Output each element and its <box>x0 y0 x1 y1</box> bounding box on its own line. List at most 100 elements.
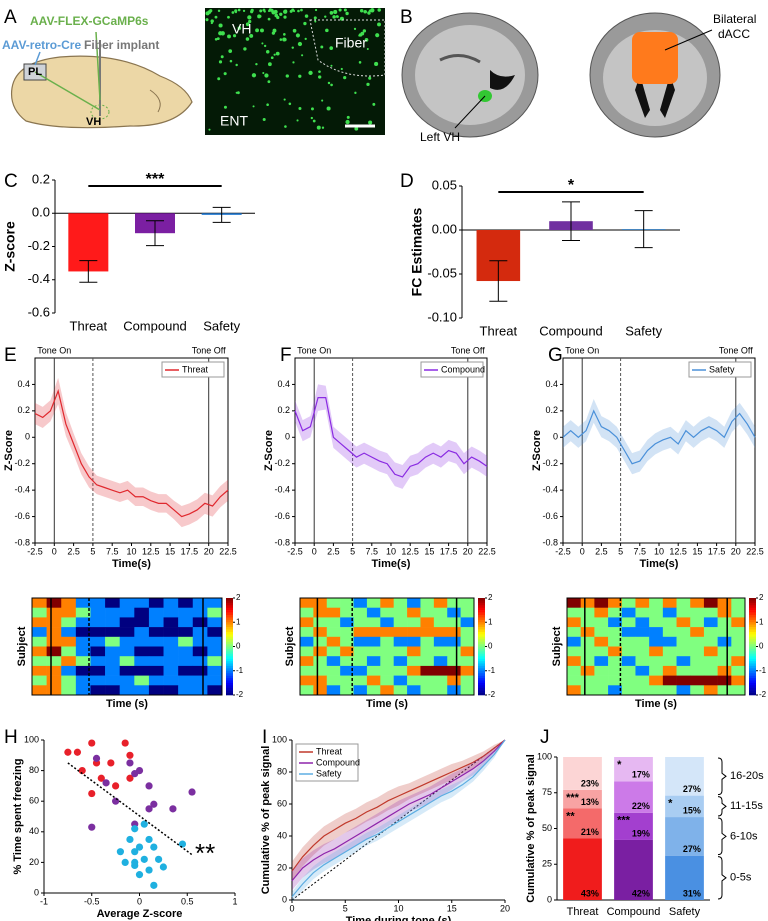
error-bar <box>634 210 653 249</box>
cell <box>247 15 252 20</box>
heat-cell <box>340 685 354 696</box>
cell <box>284 125 287 128</box>
heat-cell <box>407 675 421 686</box>
heat-cell <box>393 675 408 686</box>
heat-cell <box>676 636 691 647</box>
heat-cell <box>192 685 208 696</box>
x-tick-label: 20 <box>463 546 473 556</box>
heat-cell <box>313 617 328 628</box>
y-tick-label: 0 <box>282 894 287 904</box>
y-tick-label: 0.00 <box>432 221 457 236</box>
heat-cell <box>420 636 435 647</box>
heat-cell <box>46 685 62 696</box>
cell <box>220 55 224 59</box>
colorbar-step <box>226 663 233 667</box>
heat-cell <box>393 656 408 667</box>
error-band <box>292 740 505 902</box>
heat-cell <box>163 665 179 676</box>
point <box>126 759 134 767</box>
annotation: Tone On <box>37 345 71 355</box>
heat-cell <box>178 646 194 657</box>
colorbar-step <box>226 670 233 674</box>
heat-cell <box>178 607 194 618</box>
point <box>92 754 101 762</box>
cell <box>330 64 333 67</box>
virus-line <box>95 31 101 101</box>
x-axis-label: Average Z-score <box>97 908 183 920</box>
heat-cell <box>580 675 595 686</box>
y-tick-label: 0.2 <box>277 405 290 415</box>
heat-cell <box>134 636 150 647</box>
cell <box>327 81 331 85</box>
cell <box>354 126 359 131</box>
point <box>131 848 139 856</box>
heat-cell <box>676 665 691 676</box>
legend-box <box>688 361 752 378</box>
heat-cell <box>433 646 448 657</box>
cell <box>316 125 321 130</box>
heat-cell <box>407 665 421 676</box>
heat-cell <box>148 636 164 647</box>
heat-cell <box>366 646 381 657</box>
heat-cell <box>340 598 354 608</box>
colorbar-step <box>478 651 485 655</box>
label: VH <box>86 116 101 128</box>
cell <box>340 67 343 71</box>
heat-cell <box>703 636 718 647</box>
cell <box>231 11 235 14</box>
cell <box>298 74 302 78</box>
heat-cell <box>460 665 475 676</box>
heat-cell <box>703 617 718 628</box>
heat-cell <box>635 607 650 618</box>
heat-cell <box>61 685 77 696</box>
panel-letter: E <box>4 345 17 366</box>
point <box>88 823 96 831</box>
colorbar-step <box>226 617 233 621</box>
heat-cell <box>690 627 705 638</box>
colorbar-step <box>226 685 233 689</box>
heat-cell <box>90 617 106 628</box>
heat-cell <box>621 665 636 676</box>
y-tick-label: 0.2 <box>545 405 558 415</box>
y-axis-label: Cumulative % of peak signal <box>260 746 272 895</box>
x-tick-label: 2.5 <box>595 546 608 556</box>
cell <box>359 9 364 13</box>
heat-cell <box>326 617 341 628</box>
colorbar-step <box>478 678 485 681</box>
heat-cell <box>420 685 435 696</box>
heat-cell <box>119 656 135 667</box>
colorbar-step <box>226 651 233 655</box>
heat-cell <box>340 646 354 657</box>
colorbar-step <box>749 685 756 689</box>
cell <box>275 51 280 56</box>
point <box>97 774 105 782</box>
y-tick-label: -0.6 <box>14 511 30 521</box>
colorbar-step <box>478 690 485 693</box>
cell <box>335 15 339 18</box>
heat-cell <box>61 656 77 667</box>
cell <box>267 9 271 13</box>
y-tick-label: 20 <box>277 862 287 872</box>
colorbar-step <box>226 656 233 659</box>
bar-segment <box>614 781 653 813</box>
y-axis-label: Z-Score <box>3 430 15 471</box>
colorbar-step <box>226 614 233 618</box>
image-label: Fiber <box>335 35 367 51</box>
x-tick-label: 5 <box>350 546 355 556</box>
legend-brace <box>717 796 727 817</box>
bar-segment <box>563 757 602 790</box>
cell <box>255 62 258 66</box>
heat-cell <box>313 656 328 667</box>
dacc-roi <box>632 32 678 84</box>
heat-cell <box>134 646 150 657</box>
colorbar-step <box>226 607 233 611</box>
error-band <box>35 377 228 528</box>
heat-cell <box>594 617 609 628</box>
heat-cell <box>717 627 732 638</box>
heat-cell <box>662 675 677 686</box>
heat-cell <box>407 627 421 638</box>
x-tick-label: 22.5 <box>746 546 764 556</box>
colorbar-step <box>749 670 756 674</box>
heat-cell <box>326 646 341 657</box>
